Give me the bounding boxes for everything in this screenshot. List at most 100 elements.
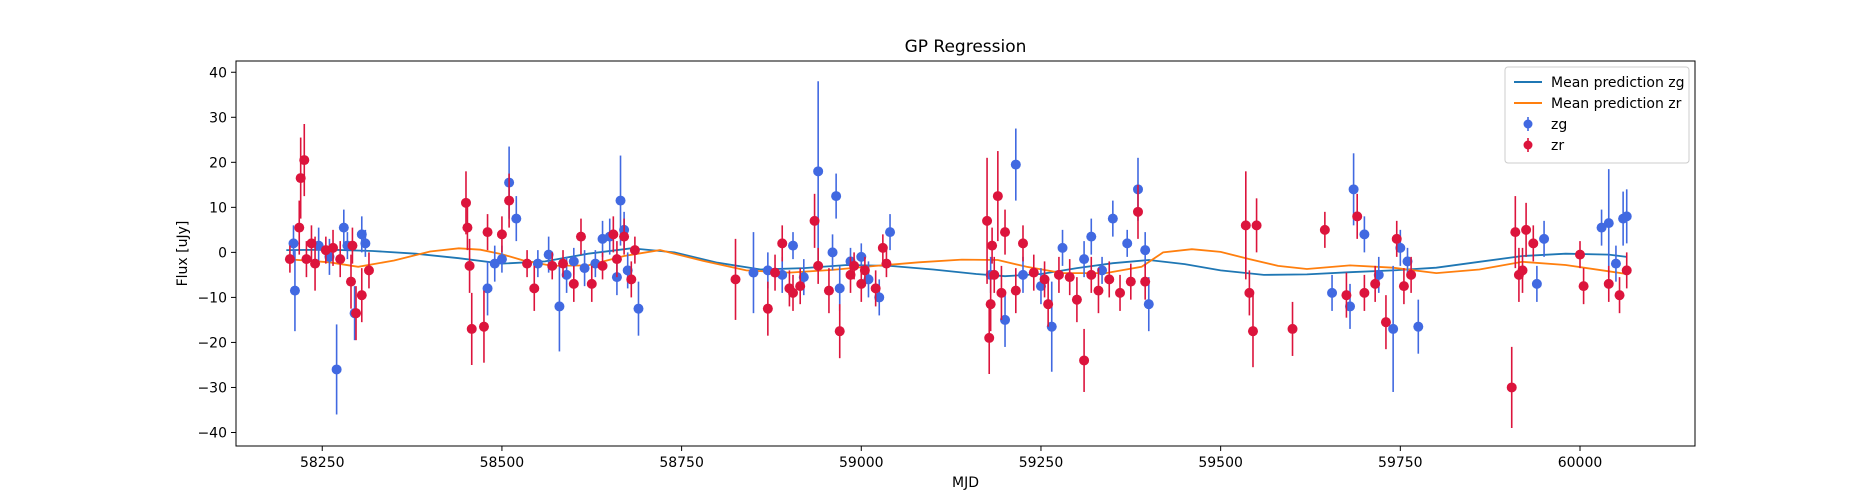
data-point-zr [1247, 326, 1258, 337]
data-point-zg [543, 249, 554, 260]
data-point-zr [310, 258, 321, 269]
data-point-zr [870, 283, 881, 294]
data-point-zr [558, 258, 569, 269]
x-tick-label: 59750 [1378, 455, 1423, 471]
data-point-zr [795, 281, 806, 292]
data-point-zr [347, 240, 358, 251]
data-point-zr [482, 227, 493, 238]
data-point-zg [615, 195, 626, 206]
data-point-zg [798, 272, 809, 283]
data-point-zr [1614, 290, 1625, 301]
data-point-zr [1053, 269, 1064, 280]
y-tick-label: 30 [209, 110, 227, 126]
data-point-zg [489, 258, 500, 269]
data-point-zr [1380, 317, 1391, 328]
data-point-zr [1064, 272, 1075, 283]
data-point-zr [504, 195, 515, 206]
data-point-zr [1125, 276, 1136, 287]
data-point-zg [1143, 299, 1154, 310]
data-point-zr [987, 240, 998, 251]
data-point-zg [788, 240, 799, 251]
data-point-zr [363, 265, 374, 276]
data-point-zr [295, 173, 306, 184]
data-point-zr [1043, 299, 1054, 310]
data-point-zr [575, 231, 586, 242]
data-point-zg [554, 301, 565, 312]
data-point-zr [1140, 276, 1151, 287]
data-point-zr [1406, 269, 1417, 280]
data-point-zr [1017, 238, 1028, 249]
data-point-zr [1115, 287, 1126, 298]
data-point-zr [1359, 287, 1370, 298]
data-point-zg [1345, 301, 1356, 312]
data-point-zr [1319, 224, 1330, 235]
data-point-zr [730, 274, 741, 285]
y-tick-label: 10 [209, 200, 227, 216]
data-point-zg [1010, 159, 1021, 170]
data-point-zr [1086, 269, 1097, 280]
data-point-zg [360, 238, 371, 249]
plot-data [284, 81, 1632, 428]
data-point-zr [1517, 265, 1528, 276]
data-point-zg [1140, 245, 1151, 256]
x-tick-label: 60000 [1558, 455, 1603, 471]
data-point-zg [579, 263, 590, 274]
data-point-zg [289, 285, 300, 296]
data-point-zr [770, 267, 781, 278]
x-axis-title: MJD [952, 475, 979, 491]
data-point-zr [466, 323, 477, 334]
data-point-zr [762, 303, 773, 314]
data-point-zr [626, 274, 637, 285]
data-point-zr [1370, 278, 1381, 289]
data-point-zr [547, 260, 558, 271]
data-point-zr [629, 245, 640, 256]
data-point-zr [597, 260, 608, 271]
data-point-zr [460, 197, 471, 208]
x-tick-label: 59000 [839, 455, 884, 471]
data-point-zg [1079, 254, 1090, 265]
series-zr [284, 124, 1632, 428]
x-tick-label: 58250 [300, 455, 345, 471]
data-point-zg [1348, 184, 1359, 195]
data-point-zr [1528, 238, 1539, 249]
data-point-zg [356, 229, 367, 240]
data-point-zr [356, 290, 367, 301]
data-point-zr [823, 285, 834, 296]
data-point-zr [881, 258, 892, 269]
y-tick-label: −10 [197, 290, 227, 306]
data-point-zg [748, 267, 759, 278]
data-point-zr [845, 269, 856, 280]
legend-marker-zr [1523, 140, 1533, 150]
legend-label-zg: zg [1551, 117, 1567, 133]
data-point-zg [827, 247, 838, 258]
data-point-zr [996, 287, 1007, 298]
data-point-zr [859, 265, 870, 276]
data-point-zg [885, 227, 896, 238]
data-point-zr [1398, 281, 1409, 292]
data-point-zr [345, 276, 356, 287]
data-point-zr [992, 191, 1003, 202]
data-point-zg [1621, 211, 1632, 222]
data-point-zr [586, 278, 597, 289]
data-point-zg [874, 292, 885, 303]
data-point-zg [1327, 287, 1338, 298]
data-point-zg [568, 256, 579, 267]
data-point-zr [1079, 355, 1090, 366]
data-point-zr [1391, 233, 1402, 244]
data-point-zr [1093, 285, 1104, 296]
data-point-zg [1531, 278, 1542, 289]
data-point-zr [1578, 281, 1589, 292]
x-tick-label: 58500 [480, 455, 525, 471]
data-point-zg [834, 283, 845, 294]
data-point-zr [1341, 290, 1352, 301]
data-point-zr [1521, 224, 1532, 235]
data-point-zr [984, 332, 995, 343]
x-tick-label: 58750 [659, 455, 704, 471]
data-point-zr [1039, 274, 1050, 285]
data-point-zg [863, 274, 874, 285]
data-point-zg [633, 303, 644, 314]
data-point-zr [777, 238, 788, 249]
data-point-zg [1057, 242, 1068, 253]
data-point-zr [849, 260, 860, 271]
